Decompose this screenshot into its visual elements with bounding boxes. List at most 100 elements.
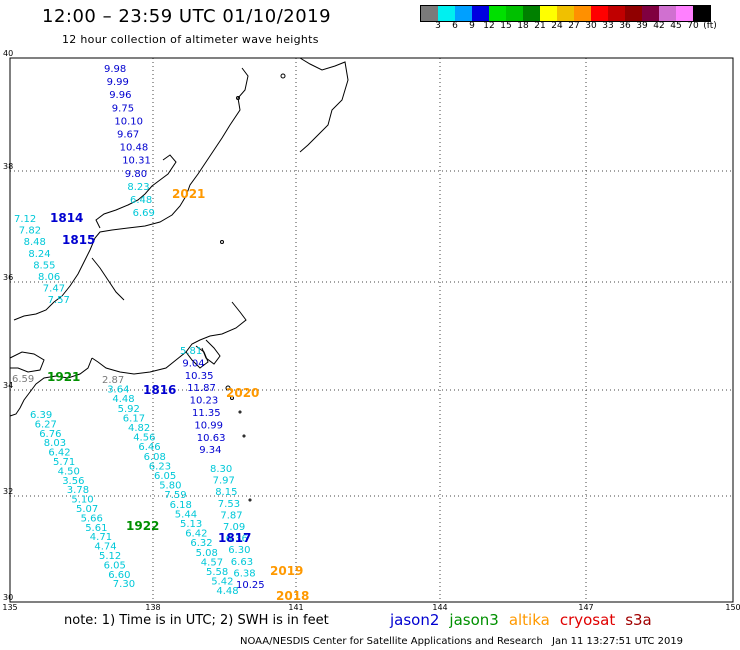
track-sw-value-3: 6.76 [39, 429, 61, 440]
track-west-value-4: 8.55 [33, 260, 55, 271]
track-sw-value-7: 4.50 [58, 466, 80, 477]
track-north-value-1: 9.99 [107, 77, 129, 88]
track-east-b-value-9: 6.38 [233, 568, 255, 579]
legend-swatch-1 [438, 6, 455, 21]
legend-label-6: 21 [534, 21, 546, 31]
track-mid-value-2: 4.48 [112, 394, 134, 405]
track-mid-value-3: 5.92 [118, 404, 140, 415]
pass-label-1921: 1921 [47, 370, 80, 384]
footer-timestamp: Jan 11 13:27:51 UTC 2019 [552, 636, 684, 647]
track-east-a-value-8: 9.34 [199, 445, 221, 456]
track-west-value-2: 8.48 [24, 237, 46, 248]
track-mid-value-17: 6.32 [190, 538, 212, 549]
legend-label-10: 33 [602, 21, 614, 31]
legend-label-0: 3 [435, 21, 441, 31]
track-mid-value-9: 6.23 [149, 461, 171, 472]
track-north-value-4: 10.10 [114, 116, 143, 127]
lon-tick-135: 135 [2, 603, 17, 612]
legend-label-14: 45 [670, 21, 682, 31]
legend-swatch-14 [659, 6, 676, 21]
track-east-a-value-2: 10.35 [185, 371, 214, 382]
track-north-value-6: 10.48 [120, 143, 149, 154]
track-mid-value-0: 2.87 [102, 375, 124, 386]
track-east-b-value-5: 7.09 [223, 522, 245, 533]
track-sw-value-19: 7.30 [113, 579, 135, 590]
track-mid-value-12: 7.59 [164, 490, 186, 501]
satellite-legend: jason2 jason3 altika cryosat s3a [390, 611, 652, 629]
pass-label-2019: 2019 [270, 564, 303, 578]
legend-label-5: 18 [517, 21, 529, 31]
track-north-value-8: 9.80 [125, 169, 147, 180]
legend-label-11: 36 [619, 21, 631, 31]
pass-label-2018: 2018 [276, 589, 309, 603]
track-north-value-7: 10.31 [122, 156, 151, 167]
track-east-b-value-10: 10.25 [236, 580, 265, 591]
legend-swatch-13 [642, 6, 659, 21]
track-mid-value-10: 6.05 [154, 471, 176, 482]
track-mid-value-6: 4.56 [133, 433, 155, 444]
track-west-value-7: 7.57 [48, 295, 70, 306]
lat-tick-34: 34 [3, 381, 13, 390]
track-north-value-2: 9.96 [109, 90, 131, 101]
map-footer: note: 1) Time is in UTC; 2) SWH is in fe… [0, 611, 740, 650]
track-sw-value-5: 6.42 [48, 448, 70, 459]
track-sw-value-11: 5.07 [76, 504, 98, 515]
track-mid-value-5: 4.82 [128, 423, 150, 434]
track-north-value-11: 6.69 [133, 208, 155, 219]
track-west-value-3: 8.24 [28, 249, 50, 260]
lon-tick-147: 147 [578, 603, 593, 612]
track-sw-value-15: 4.74 [94, 542, 116, 553]
legend-swatch-12 [625, 6, 642, 21]
map-frame [9, 57, 734, 603]
pass-label-2021: 2021 [172, 187, 205, 201]
track-north-value-9: 8.23 [127, 182, 149, 193]
track-north-value-3: 9.75 [112, 103, 134, 114]
pass-label-1815: 1815 [62, 233, 95, 247]
legend-label-8: 27 [568, 21, 580, 31]
legend-swatch-10 [591, 6, 608, 21]
track-north-value-5: 9.67 [117, 130, 139, 141]
satellite-legend-altika: altika [508, 611, 550, 629]
track-sw-value-2: 6.27 [35, 419, 57, 430]
track-sw-value-4: 8.03 [44, 438, 66, 449]
lon-tick-138: 138 [145, 603, 160, 612]
track-mid-value-21: 5.42 [211, 577, 233, 588]
track-mid-value-11: 5.80 [159, 481, 181, 492]
map-grid [10, 58, 733, 602]
track-west-value-0: 7.12 [14, 214, 36, 225]
legend-swatch-11 [608, 6, 625, 21]
track-north-value-0: 9.98 [104, 64, 126, 75]
track-east-b-value-3: 7.53 [218, 499, 240, 510]
track-mid-value-7: 6.46 [138, 442, 160, 453]
track-mid-value-4: 6.17 [123, 413, 145, 424]
legend-label-1: 6 [452, 21, 458, 31]
track-sw-value-17: 6.05 [104, 560, 126, 571]
footer-credits: NOAA/NESDIS Center for Satellite Applica… [240, 636, 543, 647]
track-sw-value-12: 5.66 [81, 513, 103, 524]
track-mid-value-14: 5.44 [175, 509, 197, 520]
satellite-legend-jason2: jason2 [390, 611, 440, 629]
pass-label-1817: 1817 [218, 531, 251, 545]
pass-label-1814: 1814 [50, 211, 83, 225]
track-east-b-value-4: 7.87 [220, 510, 242, 521]
track-east-a-value-3: 11.87 [187, 383, 216, 394]
lat-tick-32: 32 [3, 487, 13, 496]
legend-label-3: 12 [483, 21, 495, 31]
satellite-legend-jason3: jason3 [449, 611, 499, 629]
legend-label-15: 70 [687, 21, 699, 31]
wave-height-color-legend [420, 5, 711, 22]
legend-swatch-4 [489, 6, 506, 21]
track-east-b-value-0: 8.30 [210, 464, 232, 475]
coastline [9, 57, 349, 417]
track-west-value-6: 7.47 [43, 284, 65, 295]
track-east-b-value-7: 6.30 [228, 545, 250, 556]
track-mid-value-8: 6.08 [144, 452, 166, 463]
track-sw-value-6: 5.71 [53, 457, 75, 468]
lat-tick-40: 40 [3, 49, 13, 58]
track-sw-value-18: 6.60 [108, 570, 130, 581]
legend-label-13: 42 [653, 21, 665, 31]
lat-tick-38: 38 [3, 162, 13, 171]
track-east-a-value-7: 10.63 [197, 433, 226, 444]
track-east-a-value-1: 9.04 [182, 358, 204, 369]
